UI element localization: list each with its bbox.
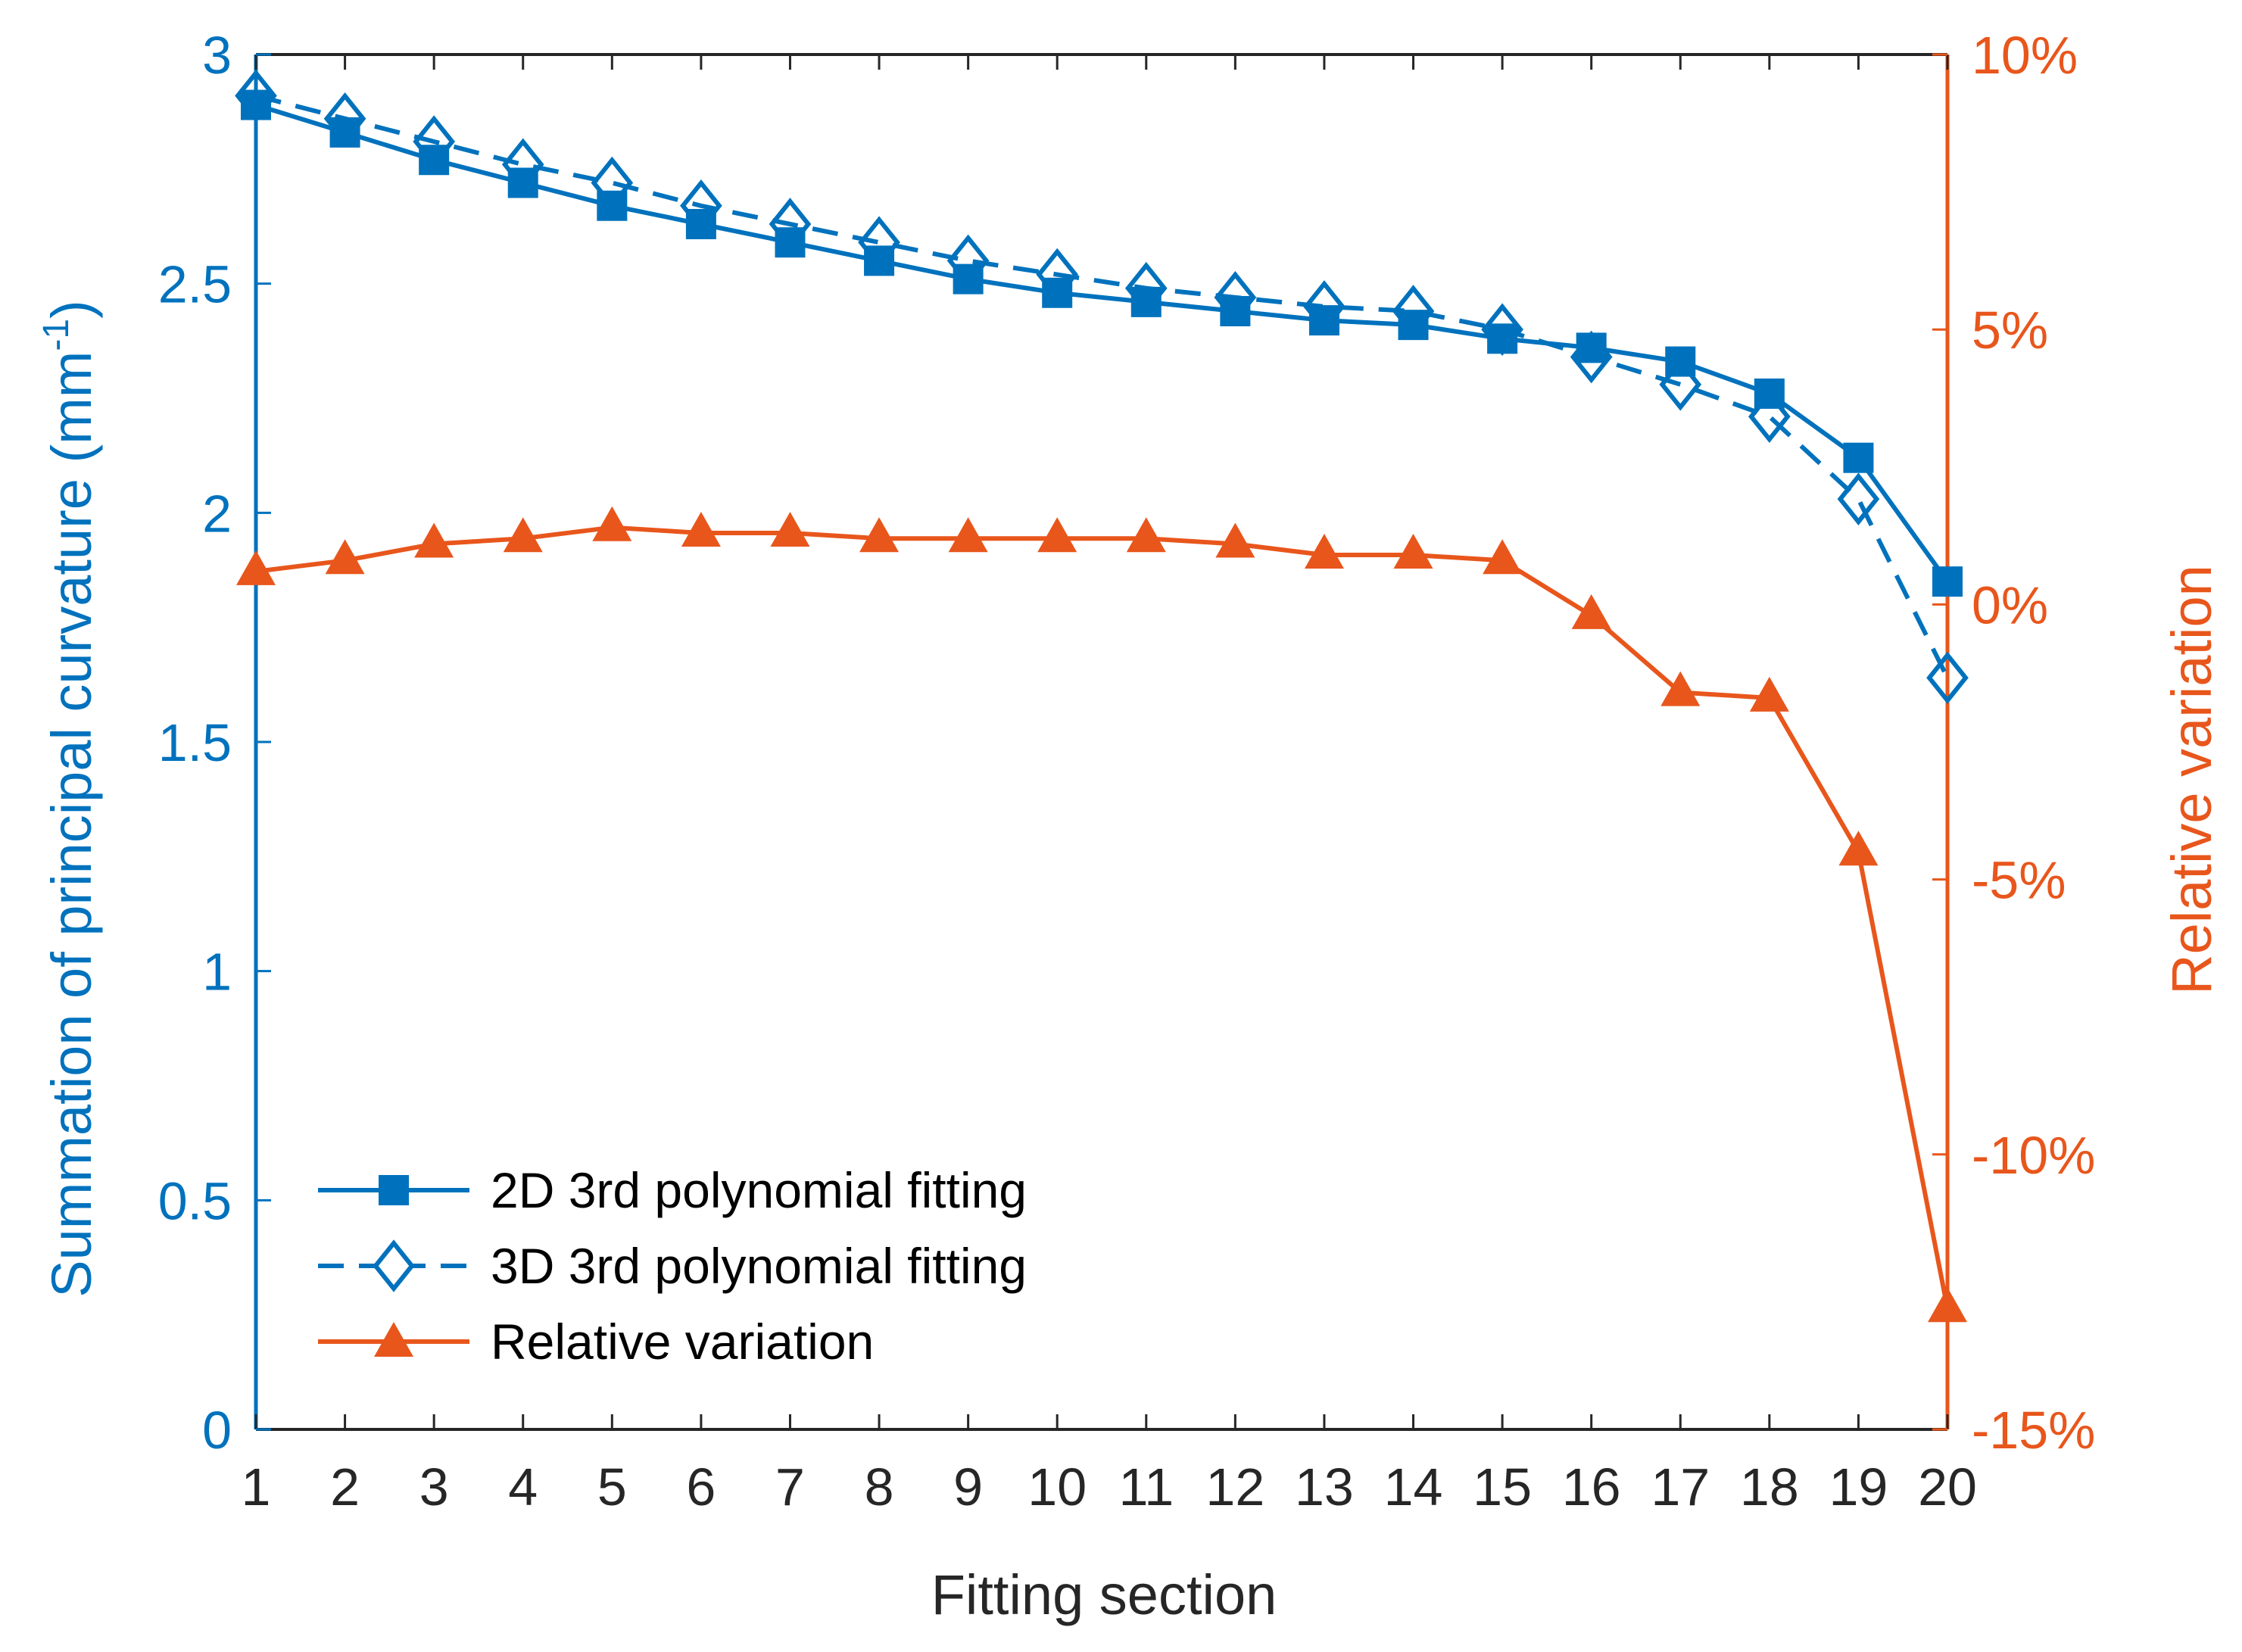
point-s1-x8 <box>858 216 900 269</box>
point-s1-x4 <box>501 138 544 192</box>
x-tick-label-6: 6 <box>686 1457 716 1516</box>
point-s2-x5 <box>592 506 632 541</box>
point-s2-x3 <box>414 522 454 558</box>
y-right-tick-label-3: 0% <box>1972 575 2048 634</box>
legend-label-3d: 3D 3rd polynomial fitting <box>491 1238 1027 1294</box>
y-left-tick-label-0: 0 <box>202 1401 232 1460</box>
legend-item-relative: Relative variation <box>318 1314 874 1370</box>
point-s2-x12 <box>1215 522 1255 558</box>
point-s1-x19 <box>1837 472 1880 525</box>
point-s2-x11 <box>1126 517 1166 553</box>
x-tick-label-10: 10 <box>1027 1457 1087 1516</box>
y-axis-right-title: Relative variation <box>2160 565 2223 995</box>
point-s1-x14 <box>1392 285 1435 338</box>
point-s2-x17 <box>1660 671 1701 706</box>
x-tick-label-1: 1 <box>242 1457 271 1516</box>
y-left-tick-label-5: 2.5 <box>158 255 232 314</box>
point-s0-x20 <box>1932 566 1963 597</box>
point-s2-x7 <box>770 511 810 547</box>
legend-item-3d: 3D 3rd polynomial fitting <box>318 1238 1027 1294</box>
x-tick-label-3: 3 <box>419 1457 449 1516</box>
point-s1-x2 <box>323 92 366 145</box>
point-s1-x18 <box>1748 390 1791 444</box>
y-left-tick-label-3: 1.5 <box>158 713 232 772</box>
axes <box>254 53 1950 1431</box>
legend-label-2d: 2D 3rd polynomial fitting <box>491 1162 1027 1218</box>
x-tick-label-13: 13 <box>1295 1457 1354 1516</box>
legend-square-marker <box>379 1175 409 1205</box>
point-s1-x13 <box>1303 280 1346 333</box>
x-tick-label-20: 20 <box>1918 1457 1977 1516</box>
x-tick-label-17: 17 <box>1651 1457 1710 1516</box>
point-s2-x10 <box>1037 517 1077 553</box>
point-s2-x6 <box>681 511 721 547</box>
legend: 2D 3rd polynomial fitting 3D 3rd polynom… <box>318 1162 1027 1370</box>
y-axis-left-title-superscript: -1 <box>36 319 76 351</box>
point-s2-x19 <box>1838 831 1879 866</box>
x-tick-label-7: 7 <box>775 1457 805 1516</box>
legend-label-relative: Relative variation <box>491 1314 874 1370</box>
point-s1-x12 <box>1214 271 1257 324</box>
y-axis-left-title-main: Summation of principal curvature (mm <box>40 351 103 1298</box>
point-s2-x1 <box>236 550 276 585</box>
x-tick-label-4: 4 <box>508 1457 538 1516</box>
point-s0-x19 <box>1843 442 1874 473</box>
y-left-tick-label-1: 0.5 <box>158 1171 232 1230</box>
point-s1-x16 <box>1570 330 1613 384</box>
legend-item-2d: 2D 3rd polynomial fitting <box>318 1162 1027 1218</box>
x-tick-label-12: 12 <box>1205 1457 1264 1516</box>
y-right-tick-label-4: 5% <box>1972 301 2048 360</box>
point-s2-x4 <box>503 517 543 553</box>
y-right-tick-label-2: -5% <box>1972 851 2066 910</box>
x-axis-title: Fitting section <box>931 1563 1277 1626</box>
point-s1-x1 <box>235 69 277 123</box>
x-tick-label-2: 2 <box>330 1457 360 1516</box>
series-0 <box>241 89 1963 597</box>
point-s2-x8 <box>859 517 900 553</box>
x-tick-label-18: 18 <box>1740 1457 1799 1516</box>
legend-diamond-marker <box>373 1239 415 1292</box>
point-s1-x9 <box>946 234 990 288</box>
x-tick-label-8: 8 <box>865 1457 894 1516</box>
point-s2-x2 <box>325 539 365 575</box>
point-s1-x17 <box>1659 358 1702 411</box>
y-axis-left-title-close: ) <box>40 300 103 319</box>
x-tick-label-19: 19 <box>1829 1457 1888 1516</box>
series-layer <box>235 69 1969 1323</box>
x-tick-label-15: 15 <box>1473 1457 1532 1516</box>
series-line-2 <box>255 525 1950 1309</box>
x-tick-label-11: 11 <box>1118 1457 1174 1516</box>
point-s1-x3 <box>413 115 455 168</box>
point-s1-x20 <box>1926 651 1969 705</box>
y-axis-left-title: Summation of principal curvature (mm-1) <box>36 300 103 1298</box>
point-s2-x18 <box>1749 676 1789 712</box>
y-left-tick-label-2: 1 <box>202 943 232 1002</box>
y-left-tick-label-4: 2 <box>202 484 232 543</box>
point-s2-x16 <box>1571 594 1611 629</box>
point-s1-x10 <box>1036 248 1079 301</box>
y-right-tick-label-1: -10% <box>1972 1126 2095 1185</box>
y-right-tick-label-5: 10% <box>1972 26 2078 85</box>
point-s2-x13 <box>1304 534 1344 569</box>
point-s1-x11 <box>1124 261 1168 315</box>
x-tick-label-16: 16 <box>1562 1457 1621 1516</box>
series-2 <box>236 506 1967 1323</box>
x-tick-label-9: 9 <box>953 1457 983 1516</box>
point-s1-x6 <box>680 179 722 232</box>
point-s2-x15 <box>1483 539 1523 575</box>
x-tick-label-14: 14 <box>1384 1457 1443 1516</box>
y-left-tick-label-6: 3 <box>202 26 232 85</box>
point-s2-x20 <box>1928 1287 1967 1323</box>
point-s2-x9 <box>948 517 988 553</box>
point-s1-x7 <box>769 198 812 251</box>
point-s1-x5 <box>591 156 634 210</box>
legend-triangle-marker <box>374 1322 413 1357</box>
x-tick-label-5: 5 <box>597 1457 627 1516</box>
y-right-tick-label-0: -15% <box>1972 1401 2095 1460</box>
tick-labels: 1 2 3 4 5 6 7 8 9 10 11 12 13 14 15 16 17 18 19 2000.511.52… <box>158 26 2096 1516</box>
point-s2-x14 <box>1393 534 1433 569</box>
point-s1-x15 <box>1481 303 1523 357</box>
series-1 <box>235 69 1969 705</box>
